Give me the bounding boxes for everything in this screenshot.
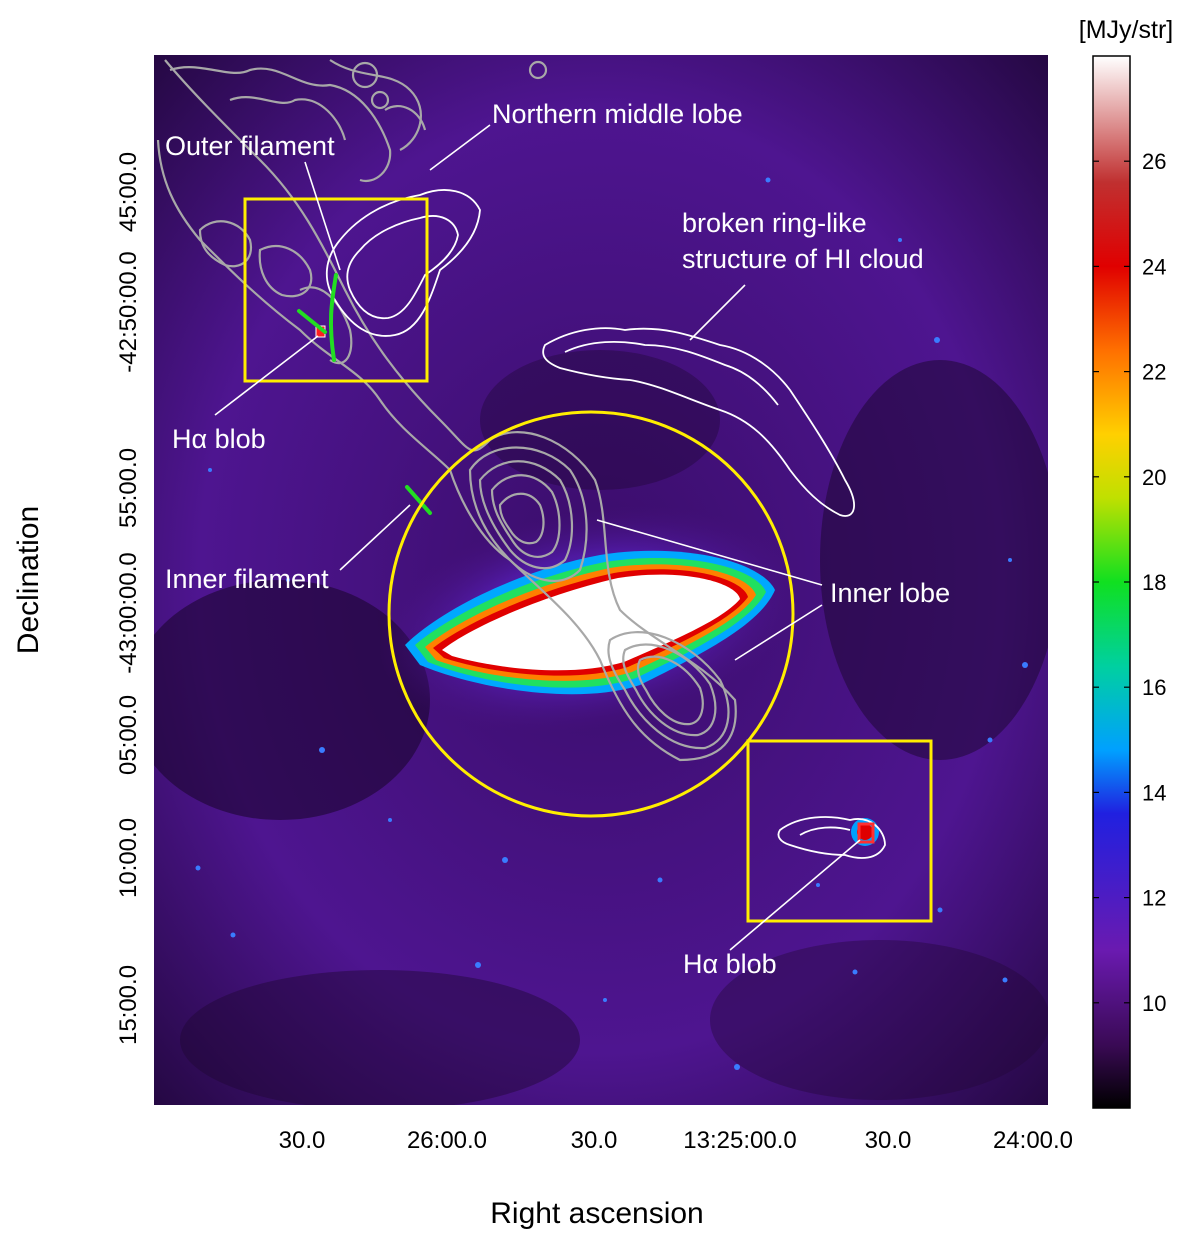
- label-northern-middle-lobe: Northern middle lobe: [492, 99, 743, 129]
- south-box: [746, 739, 933, 923]
- x-tick: 13:25:00.0: [683, 1127, 796, 1154]
- x-tick: 24:00.0: [993, 1127, 1073, 1154]
- y-tick: -42:50:00.0: [115, 251, 142, 372]
- y-tick: 10:00.0: [115, 818, 142, 898]
- label-inner-lobe: Inner lobe: [830, 578, 950, 608]
- y-axis-title: Declination: [12, 506, 45, 654]
- label-inner-filament: Inner filament: [165, 564, 329, 594]
- x-tick: 30.0: [865, 1127, 912, 1154]
- x-axis-title: Right ascension: [490, 1197, 703, 1230]
- y-tick: 05:00.0: [115, 695, 142, 775]
- colorbar-tick-label: 14: [1142, 780, 1166, 805]
- leader-lines: [214, 124, 861, 951]
- label-broken-ring-2: structure of HI cloud: [682, 244, 924, 274]
- colorbar-tick-label: 12: [1142, 886, 1166, 911]
- x-tick: 26:00.0: [407, 1127, 487, 1154]
- filament-markers: [297, 273, 432, 515]
- y-tick: 45:00.0: [115, 152, 142, 232]
- label-ha-blob-south: Hα blob: [683, 949, 777, 979]
- galaxy-circle: [387, 410, 795, 818]
- y-tick: 15:00.0: [115, 965, 142, 1045]
- colorbar-tick-label: 20: [1142, 465, 1166, 490]
- colorbar-ticks: 26 24 22 20 18 16 14 12 10: [1093, 149, 1166, 1016]
- north-box: [243, 197, 429, 383]
- colorbar-tick-label: 10: [1142, 991, 1166, 1016]
- colorbar: [MJy/str] 26 24 22 20 18 16 14 12 10: [1079, 16, 1173, 1109]
- radio-contours: [156, 59, 737, 762]
- y-tick: -43:00:00.0: [115, 552, 142, 673]
- x-tick-labels: 30.0 26:00.0 30.0 13:25:00.0 30.0 24:00.…: [279, 1127, 1073, 1154]
- colorbar-tick-label: 16: [1142, 675, 1166, 700]
- colorbar-tick-label: 22: [1142, 360, 1166, 385]
- x-tick: 30.0: [571, 1127, 618, 1154]
- sky-image: [154, 55, 1048, 1105]
- colorbar-unit: [MJy/str]: [1079, 16, 1173, 44]
- x-tick: 30.0: [279, 1127, 326, 1154]
- y-tick: 55:00.0: [115, 448, 142, 528]
- colorbar-gradient: [1092, 55, 1131, 1109]
- y-tick-labels: 45:00.0 -42:50:00.0 55:00.0 -43:00:00.0 …: [115, 152, 142, 1045]
- label-outer-filament: Outer filament: [165, 131, 335, 161]
- label-broken-ring-1: broken ring-like: [682, 208, 867, 238]
- colorbar-tick-label: 26: [1142, 149, 1166, 174]
- hi-contours: [325, 189, 886, 859]
- label-ha-blob-north: Hα blob: [172, 424, 266, 454]
- colorbar-tick-label: 18: [1142, 570, 1166, 595]
- region-markers: [243, 197, 933, 923]
- colorbar-tick-label: 24: [1142, 254, 1166, 279]
